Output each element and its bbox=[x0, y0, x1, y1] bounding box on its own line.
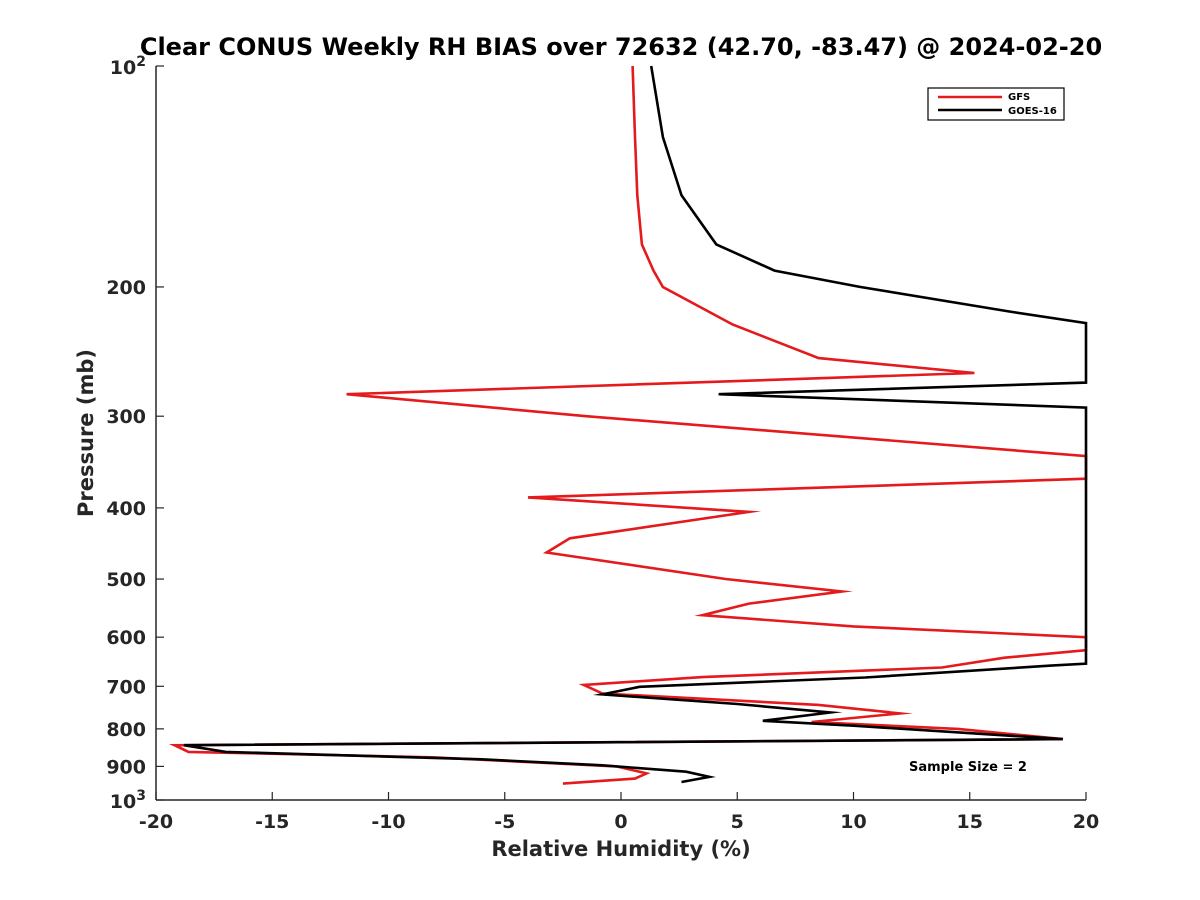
x-tick-label: 15 bbox=[957, 811, 983, 833]
x-tick-label: 20 bbox=[1073, 811, 1099, 833]
plot-area: -20 -15 -10 -5 0 5 10 15 20 102 200 300 400 500 600 70… bbox=[106, 54, 1099, 833]
legend-label-goes16: GOES-16 bbox=[1008, 106, 1057, 117]
x-tick-label: 0 bbox=[614, 811, 627, 833]
x-ticks: -20 -15 -10 -5 0 5 10 15 20 bbox=[139, 792, 1099, 833]
x-tick-label: -5 bbox=[494, 811, 515, 833]
legend: GFS GOES-16 bbox=[927, 87, 1065, 121]
y-tick-label: 103 bbox=[110, 788, 146, 813]
y-tick-label: 600 bbox=[106, 627, 146, 649]
y-tick-label: 102 bbox=[110, 54, 146, 79]
x-tick-label: -15 bbox=[255, 811, 289, 833]
y-axis-label: Pressure (mb) bbox=[74, 349, 98, 517]
x-axis-label: Relative Humidity (%) bbox=[491, 837, 750, 861]
x-tick-label: -10 bbox=[371, 811, 405, 833]
sample-size-annotation: Sample Size = 2 bbox=[909, 760, 1027, 775]
y-tick-label: 700 bbox=[106, 676, 146, 698]
series-layer bbox=[168, 65, 1088, 785]
y-tick-label: 300 bbox=[106, 406, 146, 428]
y-tick-label: 400 bbox=[106, 498, 146, 520]
y-ticks: 102 200 300 400 500 600 700 800 900 103 bbox=[106, 54, 164, 813]
series-line-goes16 bbox=[183, 65, 1088, 784]
y-tick-label: 500 bbox=[106, 569, 146, 591]
y-tick-label: 800 bbox=[106, 719, 146, 741]
x-tick-label: -20 bbox=[139, 811, 173, 833]
legend-box bbox=[927, 87, 1065, 121]
x-tick-label: 5 bbox=[731, 811, 744, 833]
y-tick-label: 200 bbox=[106, 277, 146, 299]
y-tick-label: 900 bbox=[106, 756, 146, 778]
x-tick-label: 10 bbox=[840, 811, 866, 833]
series-line-gfs bbox=[168, 65, 1088, 785]
chart-title: Clear CONUS Weekly RH BIAS over 72632 (4… bbox=[140, 33, 1102, 61]
legend-label-gfs: GFS bbox=[1008, 92, 1030, 103]
